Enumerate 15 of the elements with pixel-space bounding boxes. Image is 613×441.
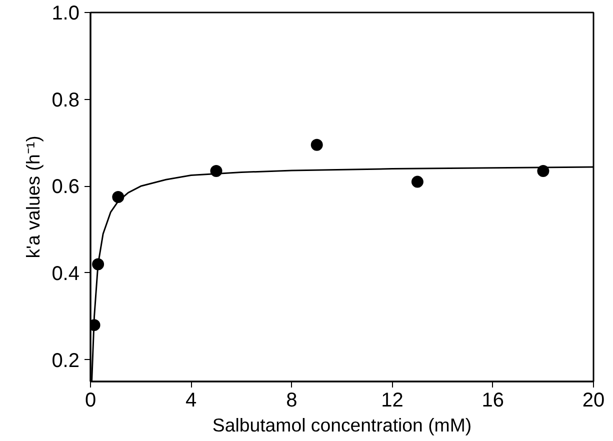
x-tick-label: 0 — [84, 390, 96, 412]
y-axis-title: k'a values (h⁻¹) — [22, 136, 44, 258]
x-tick-label: 12 — [381, 390, 404, 412]
y-tick-label: 0.8 — [52, 89, 80, 112]
y-tick-label: 0.4 — [52, 262, 80, 285]
y-tick-label: 0.6 — [52, 176, 80, 198]
y-tick-label: 0.2 — [52, 350, 80, 372]
point — [310, 138, 323, 151]
x-tick-label: 20 — [582, 390, 605, 412]
point — [411, 176, 424, 188]
y-tick-label: 1.0 — [52, 2, 80, 24]
x-tick-label: 16 — [482, 390, 504, 412]
x-tick-label: 8 — [286, 390, 298, 412]
x-tick-label: 4 — [186, 390, 197, 412]
x-axis-title: Salbutamol concentration (mM) — [212, 414, 472, 436]
